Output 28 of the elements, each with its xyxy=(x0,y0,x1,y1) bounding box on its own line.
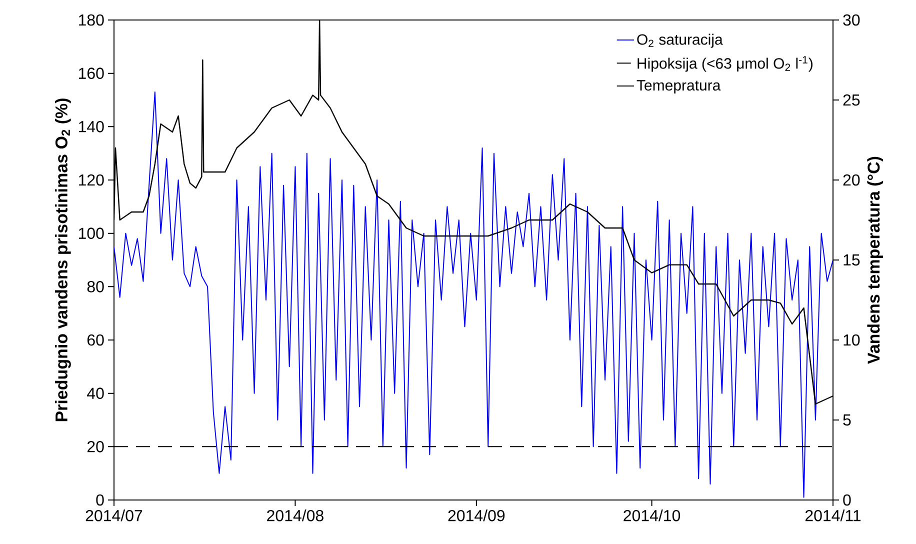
x-tick-label: 2014/08 xyxy=(267,510,324,522)
y-tick-label: 80 xyxy=(87,281,104,292)
y-tick-label: 60 xyxy=(87,334,104,346)
y2-tick-label: 20 xyxy=(843,174,860,186)
y-tick-label: 40 xyxy=(87,388,104,399)
y-tick-label: 100 xyxy=(78,228,104,239)
y2-tick-label: 30 xyxy=(843,14,860,26)
line-series xyxy=(114,92,834,498)
x-tick-label: 2014/09 xyxy=(448,510,505,522)
y2-tick-label: 5 xyxy=(843,414,851,426)
x-tick-label: 2014/10 xyxy=(624,510,680,522)
y2-tick-label: 0 xyxy=(843,494,851,506)
y2-axis-title: Vandens temperatura (°C) xyxy=(867,156,884,364)
y-tick-label: 120 xyxy=(78,174,104,186)
y2-tick-label: 15 xyxy=(844,254,860,266)
legend-label: O$_{2}$ saturacija xyxy=(637,34,723,48)
y-tick-label: 20 xyxy=(87,441,104,452)
y-tick-label: 160 xyxy=(78,68,104,79)
legend-label: Hipoksija (<63 μmol O$_{2}$ l$^{-1}$) xyxy=(638,56,812,72)
y-tick-label: 0 xyxy=(96,494,104,506)
x-tick-label: 2014/07 xyxy=(86,510,142,522)
x-tick-label: 2014/11 xyxy=(805,510,861,522)
y2-tick-label: 10 xyxy=(844,334,860,346)
y-tick-label: 180 xyxy=(78,14,104,26)
y-tick-label: 140 xyxy=(78,121,104,132)
y2-tick-label: 25 xyxy=(843,94,860,106)
legend-label: Temepratura xyxy=(636,80,721,94)
y-axis-title: Priedugnio vandens prisotinimas O$_{2}$ (%) xyxy=(54,98,71,422)
